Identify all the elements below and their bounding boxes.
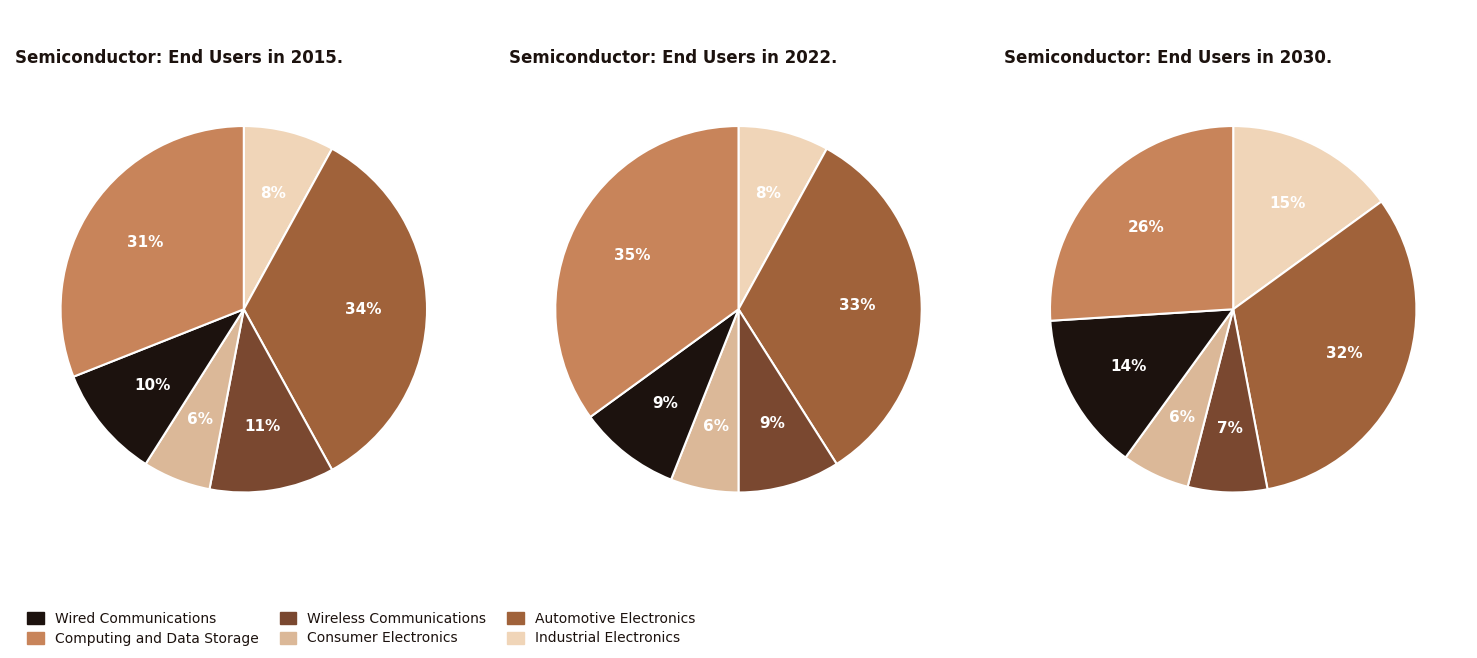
Wedge shape (671, 309, 738, 492)
Text: 6%: 6% (1170, 409, 1195, 424)
Text: 6%: 6% (188, 413, 213, 428)
Text: 10%: 10% (134, 378, 170, 393)
Wedge shape (61, 126, 244, 377)
Text: 7%: 7% (1217, 421, 1242, 436)
Legend: Wired Communications, Computing and Data Storage, Wireless Communications, Consu: Wired Communications, Computing and Data… (22, 607, 702, 651)
Wedge shape (1188, 309, 1267, 492)
Text: 33%: 33% (839, 298, 876, 313)
Text: 8%: 8% (260, 186, 287, 201)
Text: 34%: 34% (344, 302, 381, 316)
Text: Semiconductor: End Users in 2015.: Semiconductor: End Users in 2015. (15, 49, 343, 67)
Text: 14%: 14% (1111, 359, 1148, 374)
Wedge shape (210, 309, 332, 492)
Wedge shape (738, 309, 836, 492)
Text: 32%: 32% (1326, 345, 1362, 361)
Text: 15%: 15% (1269, 195, 1306, 211)
Wedge shape (591, 309, 738, 480)
Text: 9%: 9% (759, 416, 784, 431)
Text: Semiconductor: End Users in 2030.: Semiconductor: End Users in 2030. (1004, 49, 1332, 67)
Wedge shape (1233, 126, 1381, 309)
Wedge shape (1050, 126, 1233, 320)
Text: Semiconductor: End Users in 2022.: Semiconductor: End Users in 2022. (510, 49, 837, 67)
Wedge shape (738, 126, 827, 309)
Wedge shape (555, 126, 738, 417)
Wedge shape (244, 126, 332, 309)
Wedge shape (1125, 309, 1233, 487)
Wedge shape (1233, 201, 1416, 490)
Wedge shape (146, 309, 244, 490)
Wedge shape (1050, 309, 1233, 457)
Wedge shape (738, 149, 922, 464)
Text: 26%: 26% (1128, 220, 1165, 235)
Wedge shape (74, 309, 244, 464)
Text: 31%: 31% (127, 235, 164, 250)
Wedge shape (244, 149, 427, 470)
Text: 8%: 8% (755, 186, 781, 201)
Text: 6%: 6% (703, 418, 730, 434)
Text: 35%: 35% (614, 247, 651, 263)
Text: 9%: 9% (653, 396, 678, 411)
Text: 11%: 11% (244, 419, 281, 434)
